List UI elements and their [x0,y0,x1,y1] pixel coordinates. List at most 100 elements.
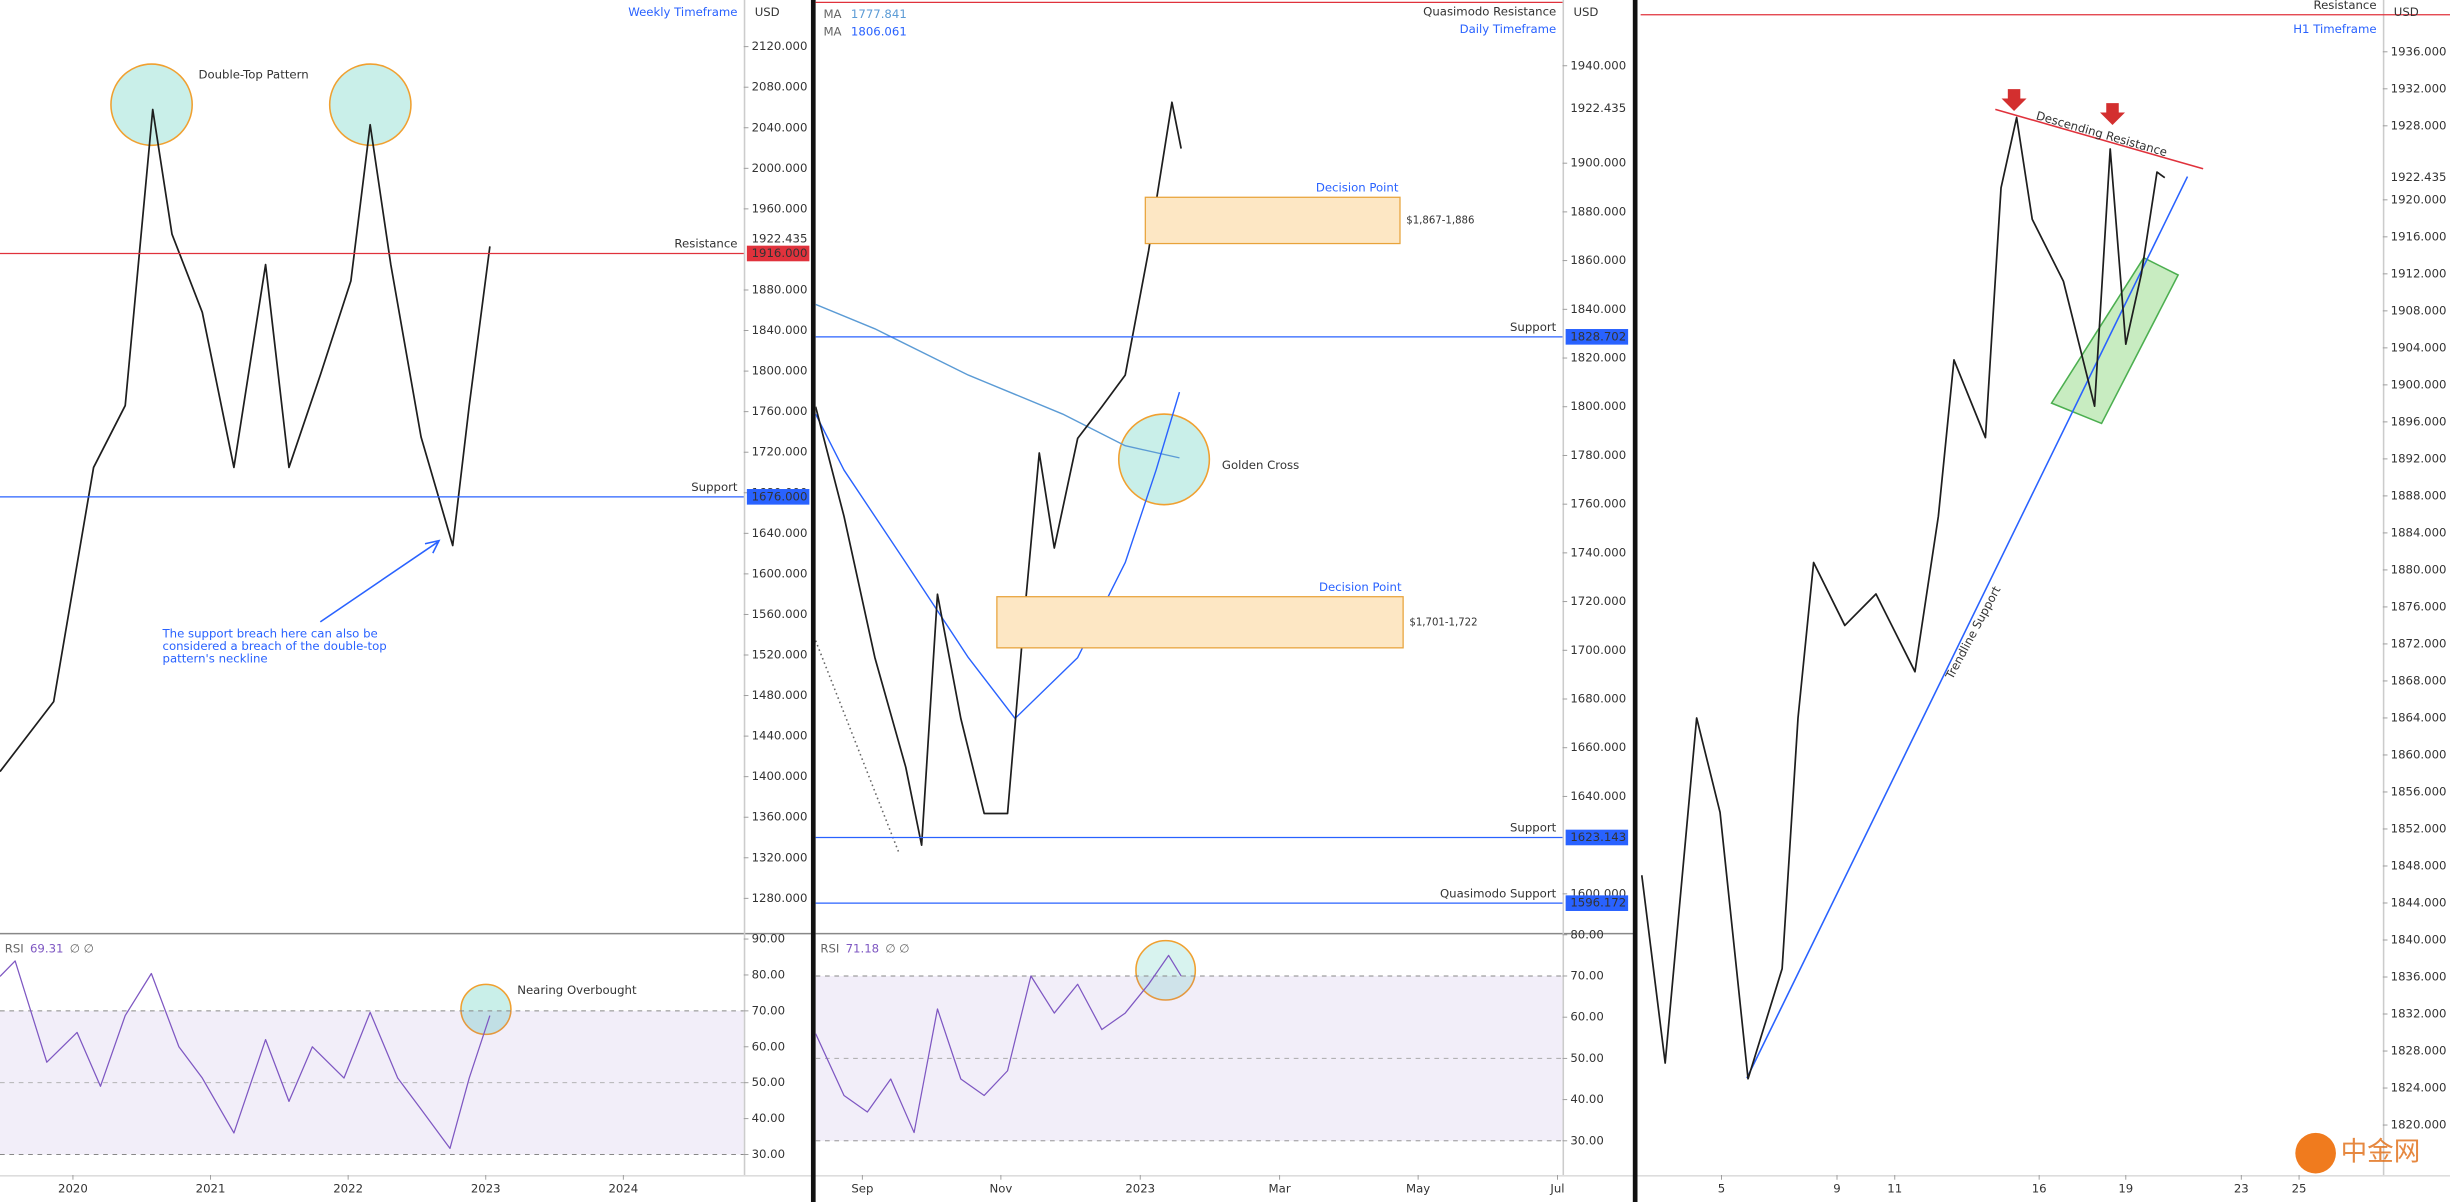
y-tick-label: 1840.000 [752,323,808,337]
timeframe-title: H1 Timeframe [2293,22,2376,36]
watermark-logo [2295,1132,2336,1174]
y-tick-label: 1760.000 [752,404,808,418]
x-tick-label: 23 [2234,1182,2249,1196]
panel [0,108,491,773]
ma-name: MA [823,24,841,38]
y-tick-label: 1896.000 [2391,414,2447,428]
descending-line [1995,108,2204,170]
zone-name: Decision Point [1319,580,1402,594]
x-tick-label: Sep [851,1182,873,1196]
highlight-circle [460,983,512,1036]
y-tick-label: 60.00 [1570,1010,1604,1024]
ma-value: 1806.061 [851,24,907,38]
x-tick-label: 16 [2032,1182,2047,1196]
y-tick-label: 1920.000 [2391,192,2447,206]
y-tick-label: 1820.000 [1570,351,1626,365]
annotation: Golden Cross [1222,458,1299,472]
y-tick-label: 1900.000 [2391,377,2447,391]
y-tick-label: 1600.000 [752,566,808,580]
level-name: Support [1510,821,1557,835]
x-tick-label: 11 [1887,1182,1902,1196]
rsi-legend: RSI 69.31 ∅ ∅ [5,941,94,955]
y-tick-label: 1940.000 [1570,58,1626,72]
level-name: Support [691,480,738,494]
watermark: 中金网 [2341,1137,2421,1168]
panel [815,954,1563,1142]
y-tick-label: 1892.000 [2391,451,2447,465]
x-tick-label: May [1406,1182,1430,1196]
y-tick-label: 1824.000 [2391,1081,2447,1095]
annotation: The support breach here can also be cons… [162,628,387,666]
y-tick-label: 1852.000 [2391,821,2447,835]
y-tick-label: 1908.000 [2391,303,2447,317]
y-tick-label: 30.00 [752,1147,786,1161]
panel-separator [810,0,816,1202]
y-tick-label: 1520.000 [752,647,808,661]
y-tick-label: 40.00 [752,1111,786,1125]
y-tick-label: 1900.000 [1570,156,1626,170]
y-tick-label: 50.00 [752,1075,786,1089]
moving-average [815,303,1180,459]
annotation-box: The support breach here can also be cons… [162,628,387,666]
y-tick-label: 1780.000 [1570,448,1626,462]
y-tick-label: 1880.000 [1570,204,1626,218]
ma-value: 1777.841 [851,7,907,21]
x-tick-label: Jul [1549,1182,1564,1196]
x-tick-label: 2021 [196,1182,226,1196]
y-tick-label: 1660.000 [1570,740,1626,754]
level-tag [746,245,810,262]
y-tick-label: 1720.000 [1570,594,1626,608]
y-tick-label: 1916.000 [2391,229,2447,243]
rsi-flags: ∅ ∅ [70,941,94,955]
rsi-line [815,954,1182,1134]
y-tick-label: 1836.000 [2391,970,2447,984]
ma-legend: MA 1777.841 [823,7,906,21]
y-tick-label: 1828.000 [2391,1044,2447,1058]
timeframe-title: Daily Timeframe [1460,22,1557,36]
level-tag-label: 1916.000 [752,246,808,260]
unit-label: USD [755,5,780,19]
y-tick-label: 1400.000 [752,769,808,783]
price-line [1640,116,2166,1080]
x-tick-label: Mar [1269,1182,1291,1196]
level-tag [1565,895,1629,911]
y-tick-label: 1880.000 [752,282,808,296]
last-price: 1922.435 [2391,170,2447,184]
arrow-marker [2100,103,2125,125]
x-tick-label: 2023 [1125,1182,1155,1196]
decision-zone [996,596,1404,649]
y-tick-label: 70.00 [1570,968,1604,982]
level-tag [1565,829,1629,846]
annotation: Nearing Overbought [517,983,637,997]
y-tick-label: 1320.000 [752,850,808,864]
y-tick-label: 1680.000 [1570,692,1626,706]
y-tick-label: 2040.000 [752,120,808,134]
level-name: Resistance [674,237,737,251]
y-tick-label: 1860.000 [1570,253,1626,267]
y-tick-label: 1876.000 [2391,599,2447,613]
arrow-head [424,539,441,554]
highlight-circle [110,63,193,147]
y-tick-label: 90.00 [752,932,786,946]
x-tick-label: 5 [1718,1182,1725,1196]
y-tick-label: 2000.000 [752,161,808,175]
y-tick-label: 1720.000 [752,445,808,459]
y-tick-label: 1700.000 [1570,643,1626,657]
zone-range: $1,867-1,886 [1406,215,1474,226]
level-tag-label: 1596.172 [1570,896,1626,910]
last-price: 1922.435 [752,232,808,246]
panel-separator [1632,0,1638,1202]
y-tick-label: 1844.000 [2391,895,2447,909]
y-tick-label: 1912.000 [2391,266,2447,280]
y-tick-label: 1480.000 [752,688,808,702]
y-tick-label: 40.00 [1570,1092,1604,1106]
x-tick-label: 2020 [58,1182,88,1196]
x-tick-label: 2022 [333,1182,363,1196]
y-tick-label: 1872.000 [2391,636,2447,650]
x-tick-label: 25 [2292,1182,2307,1196]
y-tick-label: 1440.000 [752,729,808,743]
decision-zone [1144,196,1401,245]
y-tick-label: 80.00 [752,967,786,981]
rsi-flags: ∅ ∅ [885,941,909,955]
